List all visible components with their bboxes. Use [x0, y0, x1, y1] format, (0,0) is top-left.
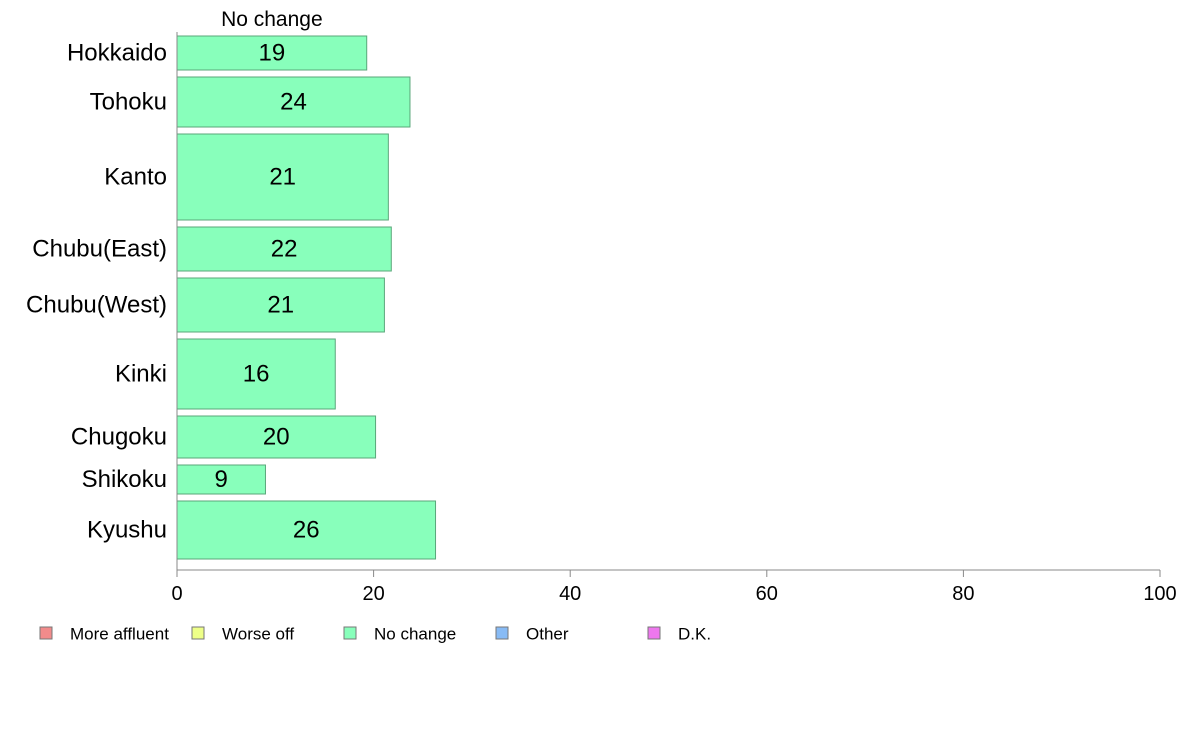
- legend-swatch: [39, 626, 53, 640]
- category-label: Hokkaido: [67, 40, 167, 67]
- data-label: 20: [263, 424, 290, 451]
- data-label: 24: [280, 89, 307, 116]
- legend-swatch: [191, 626, 205, 640]
- bar-kanto: [176, 133, 389, 221]
- data-label: 19: [259, 40, 286, 67]
- bar-chugoku: [176, 415, 377, 459]
- x-tick-label: 100: [1143, 583, 1176, 605]
- bar-chubu-east-: [176, 226, 392, 272]
- legend-swatch: [343, 626, 357, 640]
- data-label: 21: [267, 292, 294, 319]
- data-label: 16: [243, 361, 270, 388]
- category-label: Tohoku: [90, 89, 167, 116]
- category-label: Kyushu: [87, 517, 167, 544]
- category-label: Chubu(West): [26, 292, 167, 319]
- bar-hokkaido: [176, 35, 368, 71]
- category-label: Chugoku: [71, 424, 167, 451]
- x-tick-label: 80: [952, 583, 974, 605]
- legend-label: No change: [374, 625, 456, 644]
- legend-label: More affluent: [70, 625, 169, 644]
- series-header: No change: [221, 8, 323, 31]
- x-tick-label: 20: [362, 583, 384, 605]
- data-label: 22: [271, 236, 298, 263]
- x-tick-label: 60: [756, 583, 778, 605]
- data-label: 21: [269, 164, 296, 191]
- category-label: Shikoku: [82, 466, 167, 493]
- category-label: Chubu(East): [32, 236, 167, 263]
- data-label: 26: [293, 517, 320, 544]
- bar-kinki: [176, 338, 336, 410]
- x-tick-label: 0: [171, 583, 182, 605]
- legend-swatch: [495, 626, 509, 640]
- bar-chubu-west-: [176, 277, 385, 333]
- legend-label: Other: [526, 625, 569, 644]
- category-label: Kinki: [115, 361, 167, 388]
- legend-swatch: [647, 626, 661, 640]
- data-label: 9: [215, 466, 228, 493]
- legend-label: Worse off: [222, 625, 294, 644]
- legend-label: D.K.: [678, 625, 711, 644]
- x-tick-label: 40: [559, 583, 581, 605]
- category-label: Kanto: [104, 164, 167, 191]
- bar-tohoku: [176, 76, 411, 128]
